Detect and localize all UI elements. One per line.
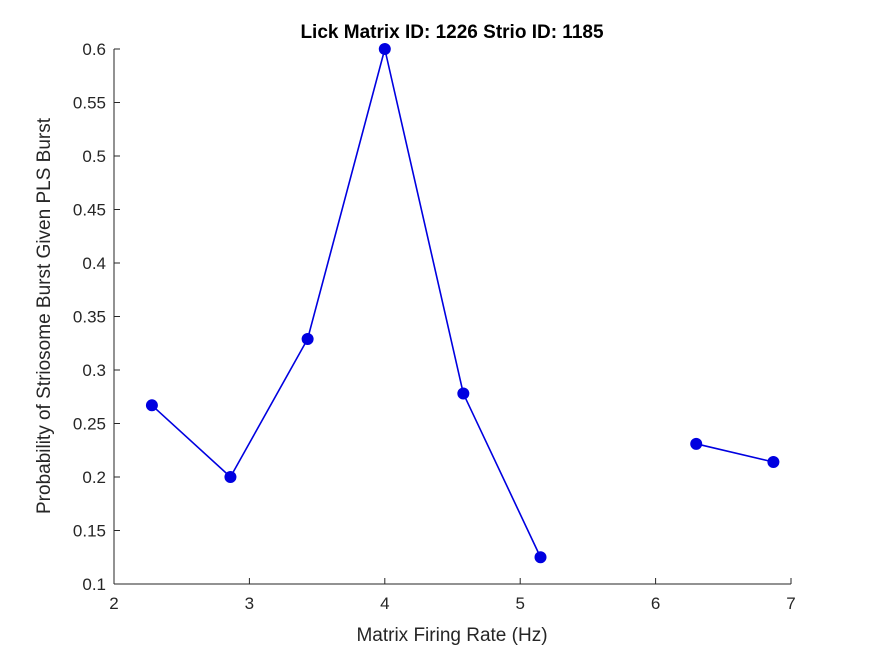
y-tick-label: 0.45 (73, 201, 106, 220)
data-point (690, 437, 703, 450)
y-tick-label: 0.4 (82, 254, 106, 273)
y-tick-label: 0.35 (73, 308, 106, 327)
y-axis-label: Probability of Striosome Burst Given PLS… (34, 117, 55, 514)
y-tick-label: 0.1 (82, 575, 106, 594)
y-ticks: 0.1 0.15 0.2 0.25 0.3 0.35 0.4 0.45 0.5 0.55 0.6 (73, 40, 120, 594)
y-tick-label: 0.2 (82, 468, 106, 487)
data-point (457, 387, 470, 400)
y-tick-label: 0.15 (73, 522, 106, 541)
data-point (224, 471, 237, 483)
data-point (534, 551, 547, 564)
x-tick-label: 6 (651, 594, 660, 613)
x-ticks: 2 3 4 5 6 7 (109, 578, 796, 613)
x-tick-label: 7 (786, 594, 795, 613)
plot-area (114, 49, 791, 584)
chart-title: Lick Matrix ID: 1226 Strio ID: 1185 (300, 22, 604, 43)
data-point (145, 399, 158, 412)
series-line-segment (151, 48, 542, 558)
series-points (145, 43, 780, 564)
x-axis-label: Matrix Firing Rate (Hz) (356, 625, 547, 646)
x-tick-label: 3 (245, 594, 254, 613)
y-tick-label: 0.5 (82, 147, 106, 166)
series-lines (151, 48, 774, 558)
y-tick-label: 0.55 (73, 94, 106, 113)
data-point (378, 43, 391, 55)
data-point (301, 332, 314, 345)
series-line-segment (696, 443, 774, 463)
y-tick-label: 0.6 (82, 40, 106, 59)
x-tick-label: 4 (380, 594, 389, 613)
x-tick-label: 2 (109, 594, 118, 613)
y-tick-label: 0.25 (73, 415, 106, 434)
data-point (767, 456, 780, 469)
y-tick-label: 0.3 (82, 361, 106, 380)
x-tick-label: 5 (515, 594, 524, 613)
